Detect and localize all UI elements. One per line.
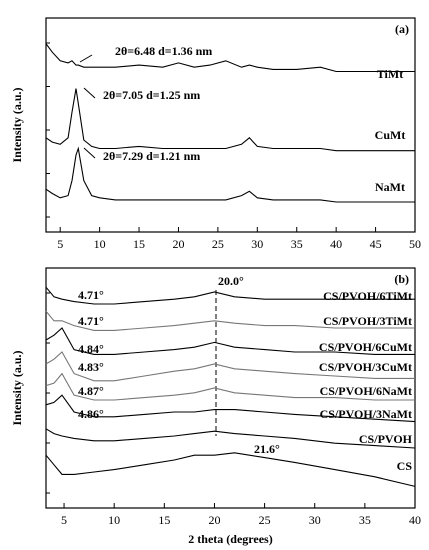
series-line xyxy=(45,394,416,423)
series-line xyxy=(45,88,415,152)
x-tick-label: 10 xyxy=(108,513,120,527)
x-tick-label: 30 xyxy=(251,237,263,251)
x-tick-label: 25 xyxy=(259,513,271,527)
series-label: CS xyxy=(397,459,413,473)
annotation: 21.6° xyxy=(254,442,280,456)
series-line xyxy=(45,372,415,401)
series-line xyxy=(45,351,415,382)
panel-label: (b) xyxy=(394,272,409,286)
x-tick-label: 10 xyxy=(94,237,106,251)
series-label: CS/PVOH/3TiMt xyxy=(323,314,412,328)
annotation: 4.87° xyxy=(78,384,104,398)
panel-label: (a) xyxy=(395,22,409,36)
annotation: 2θ=6.48 d=1.36 nm xyxy=(115,44,212,58)
x-tick-label: 15 xyxy=(158,513,170,527)
annotation-arrow xyxy=(79,54,93,63)
series-label: CS/PVOH/6NaMt xyxy=(320,384,412,398)
series-label: CS/PVOH/3CuMt xyxy=(319,360,412,374)
annotation-arrow xyxy=(83,87,96,99)
annotation: 4.71° xyxy=(78,314,104,328)
x-tick-label: 40 xyxy=(330,237,342,251)
series-line xyxy=(45,43,415,73)
x-tick-label: 5 xyxy=(61,513,67,527)
annotation: 4.83° xyxy=(78,360,104,374)
series-label: CS/PVOH/6TiMt xyxy=(323,289,412,303)
x-tick-label: 20 xyxy=(208,513,220,527)
series-line xyxy=(45,428,416,449)
series-label: TiMt xyxy=(377,67,403,81)
series-line xyxy=(45,286,415,305)
annotation: 20.0° xyxy=(218,274,244,288)
annotation: 2θ=7.29 d=1.21 nm xyxy=(103,149,200,163)
x-tick-label: 25 xyxy=(212,237,224,251)
x-tick-label: 35 xyxy=(359,513,371,527)
x-tick-label: 5 xyxy=(57,237,63,251)
y-axis-label: Intensity (a.u.) xyxy=(10,350,24,425)
series-line xyxy=(45,452,416,487)
annotation: 2θ=7.05 d=1.25 nm xyxy=(103,88,200,102)
series-line xyxy=(45,310,415,331)
x-tick-label: 35 xyxy=(291,237,303,251)
series-label: NaMt xyxy=(375,180,405,194)
x-tick-label: 40 xyxy=(409,513,421,527)
series-label: CS/PVOH/6CuMt xyxy=(319,340,412,354)
x-tick-label: 30 xyxy=(309,513,321,527)
annotation: 4.71° xyxy=(78,288,104,302)
x-tick-label: 20 xyxy=(172,237,184,251)
annotation-arrow xyxy=(83,147,96,159)
series-line xyxy=(45,146,415,203)
series-line xyxy=(45,327,415,355)
series-label: CuMt xyxy=(375,128,406,142)
x-axis-label: 2 theta (degrees) xyxy=(188,532,272,546)
x-tick-label: 50 xyxy=(409,237,421,251)
plot-frame xyxy=(45,267,416,509)
x-tick-label: 45 xyxy=(370,237,382,251)
series-label: CS/PVOH xyxy=(359,432,413,446)
x-tick-label: 15 xyxy=(133,237,145,251)
series-label: CS/PVOH/3NaMt xyxy=(320,407,412,421)
y-axis-label: Intensity (a.u.) xyxy=(10,87,24,162)
plot-frame xyxy=(45,17,416,233)
